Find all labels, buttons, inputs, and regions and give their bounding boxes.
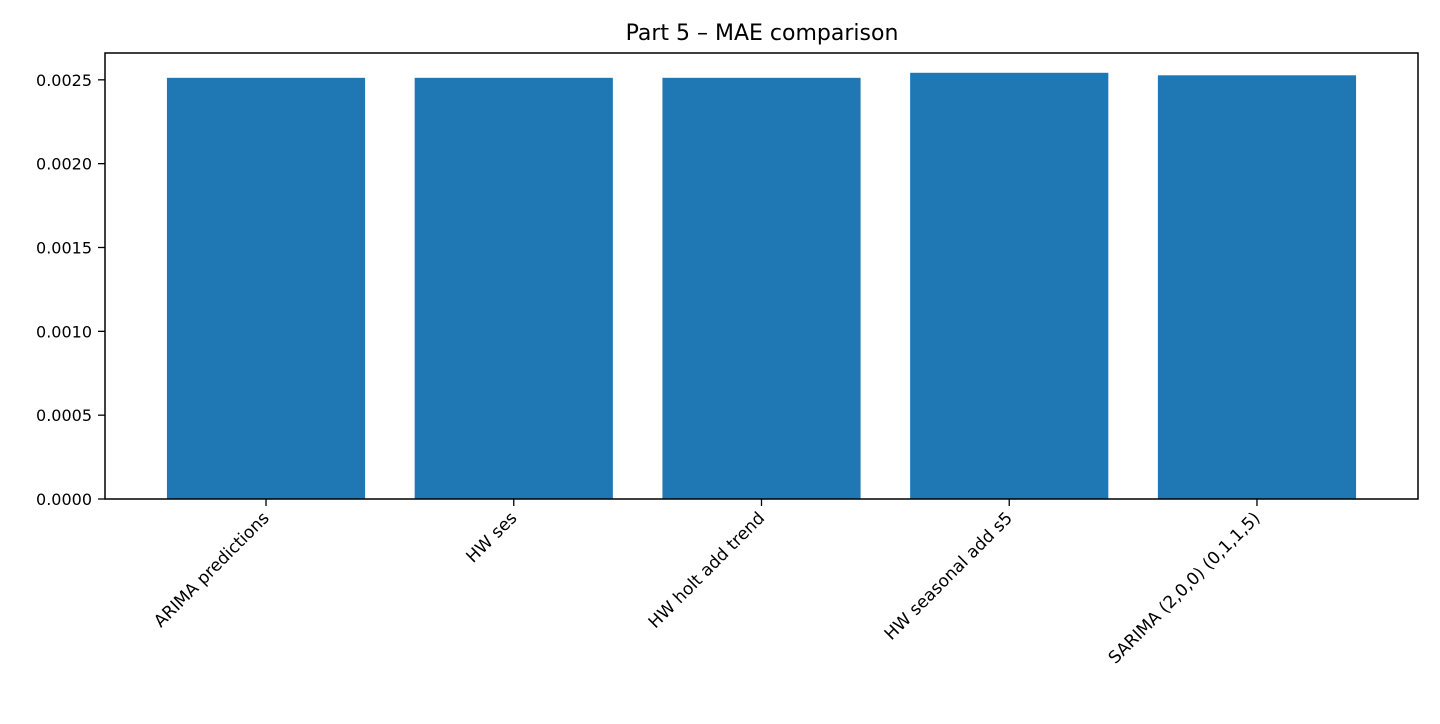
y-tick-label-5: 0.0020 [36, 155, 92, 174]
x-tick-label-3: HW holt add trend [645, 508, 769, 632]
y-tick-label-6: 0.0025 [36, 71, 92, 90]
chart-title: Part 5 – MAE comparison [626, 21, 899, 46]
bar-5 [1157, 75, 1357, 500]
y-tick-label-2: 0.0005 [36, 406, 92, 425]
y-tick-label-4: 0.0015 [36, 238, 92, 257]
x-tick-label-4: HW seasonal add s5 [881, 508, 1017, 644]
y-tick-label-3: 0.0010 [36, 322, 92, 341]
x-tick-label-1: ARIMA predictions [150, 508, 273, 631]
x-tick-label-5: SARIMA (2,0,0) (0,1,1,5) [1105, 508, 1265, 668]
y-axis: 0.0000 0.0005 0.0010 0.0015 0.0020 0.0025 [36, 71, 105, 509]
bar-4 [910, 72, 1109, 499]
x-axis: ARIMA predictions HW ses HW holt add trend… [150, 499, 1265, 668]
bar-1 [166, 77, 366, 500]
plot-frame [104, 52, 1419, 500]
bar-3 [662, 77, 861, 500]
x-tick-label-2: HW ses [462, 508, 521, 567]
y-tick-label-1: 0.0000 [36, 490, 92, 509]
bar-2 [414, 77, 613, 500]
bars-group [166, 72, 1357, 500]
